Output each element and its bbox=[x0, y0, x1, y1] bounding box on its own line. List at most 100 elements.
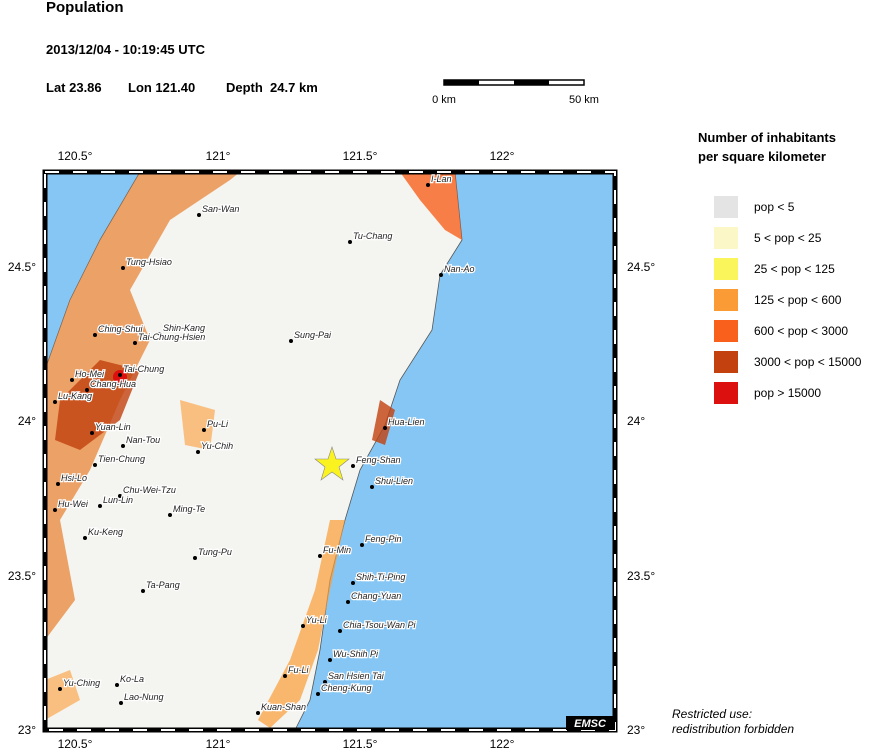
city-dot bbox=[115, 683, 119, 687]
city-label: San Hsien Tai bbox=[328, 671, 385, 681]
lon-tick-label: 120.5° bbox=[58, 737, 93, 751]
city-label: Nan-Ao bbox=[444, 264, 475, 274]
legend-label: pop > 15000 bbox=[754, 386, 821, 400]
city-label: Sung-Pai bbox=[294, 330, 332, 340]
city-label: Lun-Lin bbox=[103, 495, 133, 505]
scale-end: 50 km bbox=[569, 94, 599, 106]
city-label: Chang-Hua bbox=[90, 379, 136, 389]
lon-tick-label: 121° bbox=[206, 737, 231, 751]
lat-tick-label: 23.5° bbox=[8, 569, 36, 583]
legend-swatch bbox=[714, 227, 738, 249]
lon-tick-label: 121° bbox=[206, 149, 231, 163]
city-label: Pu-Li bbox=[207, 419, 229, 429]
legend-swatch bbox=[714, 382, 738, 404]
city-label: I-Lan bbox=[431, 174, 452, 184]
city-label: San-Wan bbox=[202, 204, 239, 214]
lon-tick-label: 121.5° bbox=[343, 149, 378, 163]
city-label: Kuan-Shan bbox=[261, 702, 306, 712]
city-dot bbox=[318, 554, 322, 558]
city-label: Hsi-Lo bbox=[61, 473, 87, 483]
city-label: Yuan-Lin bbox=[95, 422, 131, 432]
city-dot bbox=[383, 426, 387, 430]
city-label: Nan-Tou bbox=[126, 435, 160, 445]
city-dot bbox=[439, 273, 443, 277]
city-dot bbox=[360, 543, 364, 547]
city-dot bbox=[351, 581, 355, 585]
city-dot bbox=[133, 341, 137, 345]
epicenter-star bbox=[314, 446, 350, 481]
city-label: Yu-Li bbox=[306, 615, 328, 625]
lon-tick-label: 120.5° bbox=[58, 149, 93, 163]
city-dot bbox=[53, 508, 57, 512]
city-label: Ho-Mei bbox=[75, 369, 105, 379]
scale-bar: 0 km 50 km bbox=[432, 79, 599, 106]
city-label: Fu-Min bbox=[323, 545, 351, 555]
city-dot bbox=[197, 213, 201, 217]
lat-tick-label: 24° bbox=[18, 414, 36, 428]
city-dot bbox=[118, 494, 122, 498]
city-dot bbox=[426, 183, 430, 187]
city-label: Tung-Pu bbox=[198, 547, 232, 557]
city-label: Feng-Shan bbox=[356, 455, 401, 465]
city-dot bbox=[256, 711, 260, 715]
lon-tick-label: 122° bbox=[490, 149, 515, 163]
legend-label: 125 < pop < 600 bbox=[754, 293, 842, 307]
city-dot bbox=[301, 624, 305, 628]
city-label: Tai-Chung-Hsien bbox=[138, 332, 205, 342]
city-label: Fu-Li bbox=[288, 665, 310, 675]
lat-tick-label: 24° bbox=[627, 414, 645, 428]
legend-swatch bbox=[714, 320, 738, 342]
lat-tick-label: 24.5° bbox=[8, 260, 36, 274]
city-dot bbox=[56, 482, 60, 486]
depth: Depth 24.7 km bbox=[226, 80, 318, 95]
city-dot bbox=[351, 464, 355, 468]
city-label: Ko-La bbox=[120, 674, 144, 684]
legend-swatch bbox=[714, 351, 738, 373]
city-label: Tung-Hsiao bbox=[126, 257, 172, 267]
legend-label: 25 < pop < 125 bbox=[754, 262, 835, 276]
city-dot bbox=[121, 444, 125, 448]
city-label: Shin-Kang bbox=[163, 323, 205, 333]
city-dot bbox=[328, 658, 332, 662]
city-dot bbox=[338, 629, 342, 633]
city-dot bbox=[196, 450, 200, 454]
city-dot bbox=[158, 332, 162, 336]
credit: EMSC bbox=[574, 718, 607, 730]
city-dot bbox=[98, 504, 102, 508]
legend-swatch bbox=[714, 258, 738, 280]
latitude: Lat 23.86 bbox=[46, 80, 102, 95]
city-dot bbox=[202, 428, 206, 432]
city-label: Wu-Shih Pi bbox=[333, 649, 379, 659]
city-label: Tu-Chang bbox=[353, 231, 392, 241]
city-label: Hua-Lien bbox=[388, 417, 425, 427]
lat-tick-label: 23.5° bbox=[627, 569, 655, 583]
city-dot bbox=[289, 339, 293, 343]
lat-tick-label: 23° bbox=[627, 723, 645, 737]
lat-tick-label: 24.5° bbox=[627, 260, 655, 274]
city-dot bbox=[93, 333, 97, 337]
city-dot bbox=[118, 373, 122, 377]
legend-title: Number of inhabitants bbox=[698, 130, 836, 145]
city-dot bbox=[70, 378, 74, 382]
city-label: Tien-Chung bbox=[98, 454, 145, 464]
legend-label: 5 < pop < 25 bbox=[754, 231, 822, 245]
city-dot bbox=[90, 431, 94, 435]
legend-label: 3000 < pop < 15000 bbox=[754, 355, 862, 369]
city-dot bbox=[93, 463, 97, 467]
legend-swatch bbox=[714, 196, 738, 218]
city-label: Shih-Ti-Ping bbox=[356, 572, 405, 582]
legend-swatch bbox=[714, 289, 738, 311]
city-label: Lu-Kang bbox=[58, 391, 92, 401]
city-label: Cheng-Kung bbox=[321, 683, 372, 693]
city-dot bbox=[85, 388, 89, 392]
city-dot bbox=[53, 400, 57, 404]
city-label: Shui-Lien bbox=[375, 476, 413, 486]
lon-tick-label: 122° bbox=[490, 737, 515, 751]
city-label: Ku-Keng bbox=[88, 527, 123, 537]
city-dot bbox=[323, 680, 327, 684]
lon-tick-label: 121.5° bbox=[343, 737, 378, 751]
city-dot bbox=[348, 240, 352, 244]
city-dot bbox=[119, 701, 123, 705]
city-label: Tai-Chung bbox=[123, 364, 164, 374]
